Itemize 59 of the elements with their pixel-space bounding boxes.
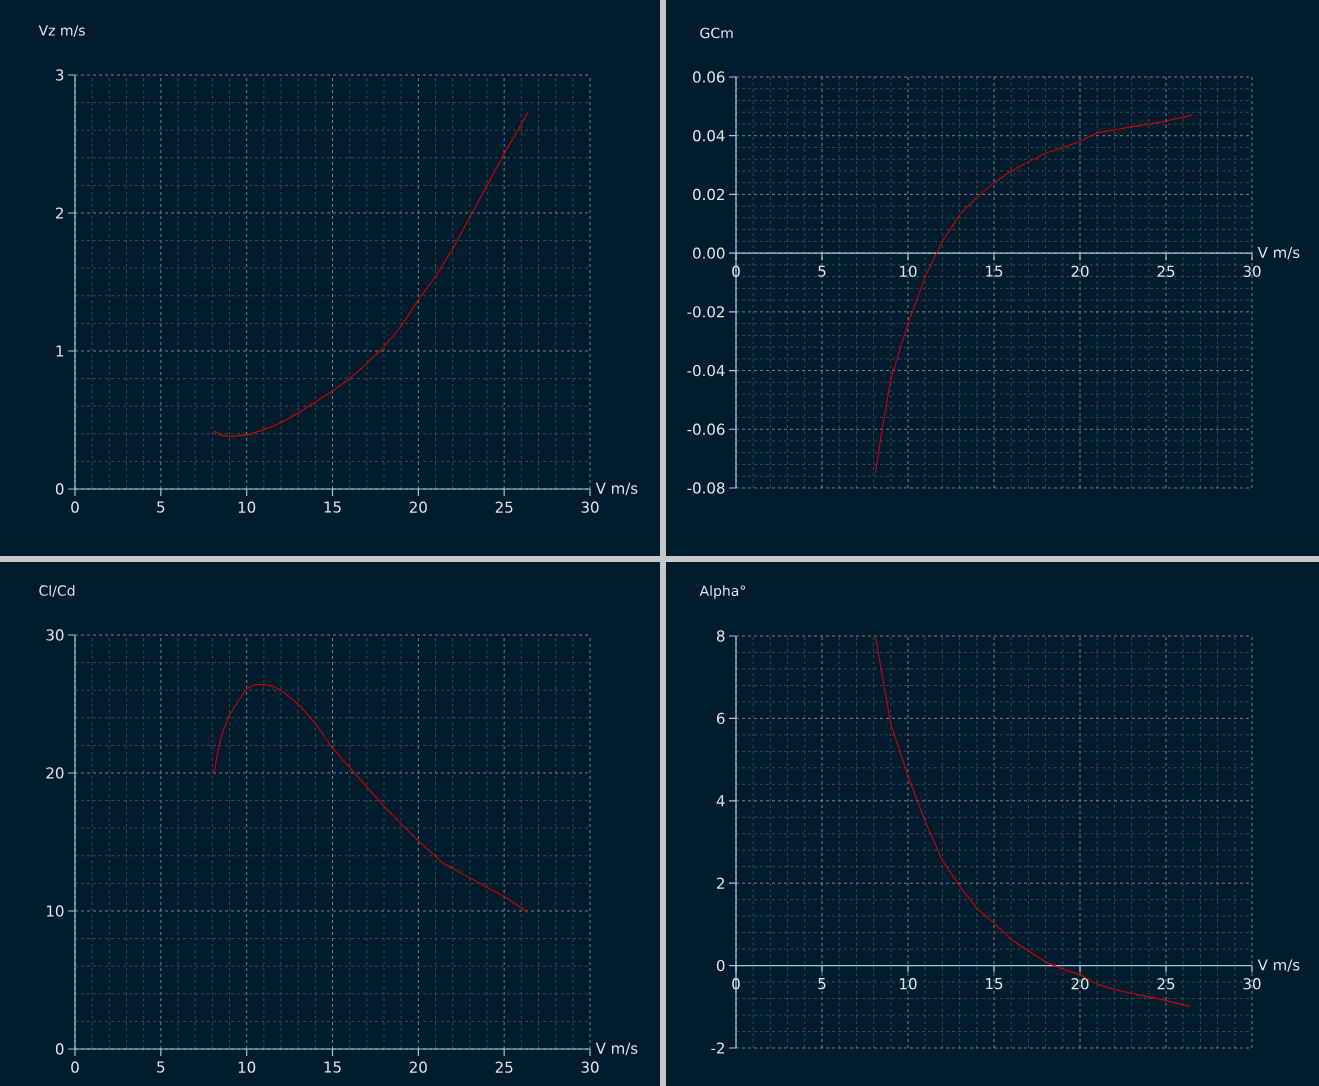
x-tick-label: 15 <box>986 265 1003 277</box>
x-tick-label: 10 <box>900 265 917 278</box>
x-axis-title: V m/s <box>595 1042 638 1056</box>
y-tick-label: 0.06 <box>693 71 725 83</box>
y-tick-label: -0.02 <box>687 306 724 318</box>
line-series <box>213 684 529 913</box>
y-tick-label: -0.06 <box>687 423 725 435</box>
x-tick-label: 20 <box>1071 265 1089 278</box>
y-tick-label: -2 <box>711 1042 724 1054</box>
x-tick-label: 15 <box>324 1061 341 1073</box>
x-tick-label: 15 <box>986 978 1003 990</box>
y-axis-title: Alpha° <box>699 585 746 599</box>
x-axis-title: V m/s <box>595 482 638 496</box>
y-tick-label: 2 <box>56 207 63 219</box>
x-tick-label: 0 <box>71 501 79 513</box>
y-tick-label: 10 <box>47 905 64 917</box>
y-tick-label: 0 <box>716 959 725 972</box>
x-tick-label: 5 <box>157 1061 165 1073</box>
y-tick-label: 1 <box>56 345 64 357</box>
y-tick-label: 2 <box>717 877 724 889</box>
x-tick-label: 20 <box>409 1061 427 1073</box>
y-tick-label: 6 <box>716 712 725 725</box>
y-tick-label: 3 <box>56 69 64 81</box>
y-axis-title: GCm <box>700 27 733 39</box>
x-tick-label: 20 <box>1071 978 1089 990</box>
y-tick-label: 0.00 <box>693 247 725 259</box>
x-tick-label: 5 <box>818 265 826 277</box>
y-tick-label: -0.08 <box>687 482 725 494</box>
x-tick-label: 5 <box>157 501 165 513</box>
x-tick-label: 0 <box>732 978 740 990</box>
y-axis-title: Vz m/s <box>38 25 85 37</box>
y-axis-title: Cl/Cd <box>39 585 75 597</box>
x-tick-label: 0 <box>732 265 740 278</box>
y-tick-label: 0.02 <box>693 188 724 201</box>
x-tick-label: 5 <box>818 978 826 990</box>
x-axis-title: V m/s <box>1257 959 1300 972</box>
x-tick-label: 30 <box>581 1061 599 1073</box>
x-tick-label: 25 <box>1157 265 1175 278</box>
x-tick-label: 15 <box>324 501 341 513</box>
y-tick-label: 30 <box>46 629 64 641</box>
x-tick-label: 30 <box>581 501 599 513</box>
x-tick-label: 10 <box>238 501 256 513</box>
x-tick-label: 20 <box>409 501 427 513</box>
x-tick-label: 30 <box>1243 265 1261 278</box>
y-tick-label: 0 <box>55 1043 64 1055</box>
y-tick-label: 4 <box>716 795 725 807</box>
y-tick-label: -0.04 <box>687 364 725 377</box>
y-tick-label: 8 <box>716 630 725 642</box>
x-tick-label: 0 <box>71 1061 79 1073</box>
x-tick-label: 25 <box>495 501 513 513</box>
x-tick-label: 25 <box>1157 978 1175 990</box>
y-tick-label: 20 <box>46 767 64 779</box>
x-tick-label: 10 <box>900 978 917 990</box>
x-axis-title: V m/s <box>1257 246 1300 260</box>
x-tick-label: 30 <box>1243 978 1261 990</box>
x-tick-label: 25 <box>495 1061 513 1073</box>
y-tick-label: 0 <box>55 483 64 495</box>
y-tick-label: 0.04 <box>693 130 725 142</box>
x-tick-label: 10 <box>238 1061 256 1073</box>
